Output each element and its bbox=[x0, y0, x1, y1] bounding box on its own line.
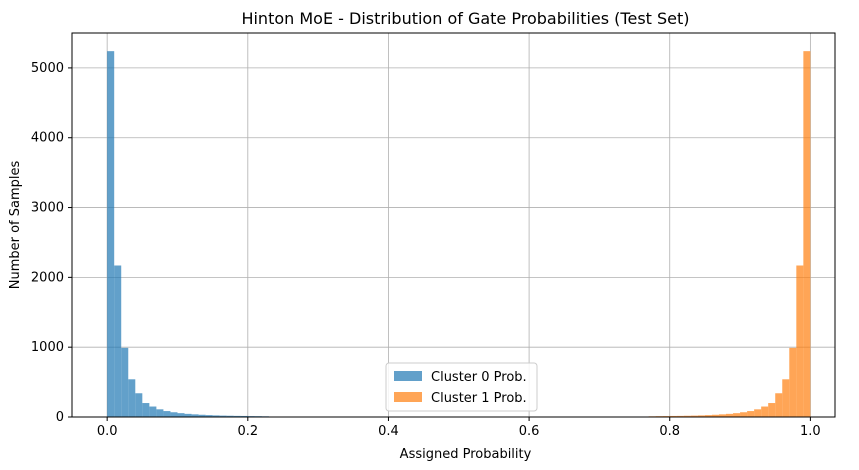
bar-cluster-1 bbox=[796, 265, 804, 417]
x-tick-label: 1.0 bbox=[800, 424, 821, 439]
bar-cluster-1 bbox=[690, 415, 698, 417]
legend-label-cluster-0: Cluster 0 Prob. bbox=[431, 370, 527, 385]
chart-title: Hinton MoE - Distribution of Gate Probab… bbox=[241, 9, 689, 28]
y-axis-label: Number of Samples bbox=[8, 161, 23, 290]
y-tick-label: 0 bbox=[56, 410, 64, 425]
bar-cluster-1 bbox=[669, 415, 677, 417]
bar-cluster-1 bbox=[704, 415, 712, 417]
y-tick-label: 4000 bbox=[31, 131, 64, 146]
bar-cluster-0 bbox=[191, 414, 199, 417]
x-tick-label: 0.2 bbox=[237, 424, 258, 439]
bar-cluster-1 bbox=[711, 414, 719, 417]
bar-cluster-1 bbox=[775, 393, 783, 417]
x-axis-label: Assigned Probability bbox=[400, 447, 532, 462]
legend: Cluster 0 Prob. Cluster 1 Prob. bbox=[385, 362, 538, 412]
y-tick-label: 1000 bbox=[31, 340, 64, 355]
bar-cluster-0 bbox=[240, 415, 248, 417]
bar-cluster-0 bbox=[135, 393, 143, 417]
bar-cluster-1 bbox=[718, 414, 726, 417]
bar-cluster-1 bbox=[789, 347, 797, 417]
bar-cluster-1 bbox=[768, 403, 776, 417]
bar-cluster-1 bbox=[676, 415, 684, 417]
bar-cluster-0 bbox=[219, 415, 227, 417]
bar-cluster-0 bbox=[212, 415, 220, 417]
bar-cluster-1 bbox=[733, 413, 741, 417]
bar-cluster-1 bbox=[683, 415, 691, 417]
bar-cluster-0 bbox=[177, 413, 185, 417]
bar-cluster-0 bbox=[226, 415, 234, 417]
bar-cluster-1 bbox=[726, 413, 734, 417]
bar-cluster-0 bbox=[142, 403, 150, 417]
bar-cluster-0 bbox=[233, 415, 241, 417]
bar-cluster-1 bbox=[747, 411, 755, 417]
x-tick-label: 0.4 bbox=[378, 424, 399, 439]
bar-cluster-0 bbox=[128, 379, 136, 417]
bar-cluster-1 bbox=[754, 409, 762, 417]
plot-frame bbox=[71, 32, 836, 418]
bar-cluster-0 bbox=[184, 413, 192, 417]
bar-cluster-0 bbox=[149, 406, 157, 417]
bar-cluster-1 bbox=[782, 379, 790, 417]
histogram-bars bbox=[107, 51, 811, 417]
x-tick-label: 0.8 bbox=[659, 424, 680, 439]
bar-cluster-1 bbox=[740, 412, 748, 417]
bar-cluster-0 bbox=[107, 51, 115, 417]
x-tick-label: 0.6 bbox=[519, 424, 540, 439]
axis-ticks: 0.0 0.2 0.4 0.6 0.8 1.0 0 1000 2000 3000 4000 5000 bbox=[31, 61, 821, 439]
legend-box bbox=[385, 362, 538, 412]
grid-lines bbox=[72, 33, 835, 418]
bar-cluster-0 bbox=[156, 409, 164, 417]
bar-cluster-0 bbox=[205, 415, 213, 417]
y-tick-label: 2000 bbox=[31, 270, 64, 285]
bar-cluster-0 bbox=[114, 265, 122, 417]
y-tick-label: 3000 bbox=[31, 201, 64, 216]
bar-cluster-0 bbox=[198, 414, 206, 417]
legend-swatch-cluster-1 bbox=[394, 392, 422, 402]
bar-cluster-1 bbox=[803, 51, 811, 417]
bar-cluster-0 bbox=[163, 411, 171, 417]
bar-cluster-1 bbox=[697, 415, 705, 417]
bar-cluster-0 bbox=[170, 412, 178, 417]
y-tick-label: 5000 bbox=[31, 61, 64, 76]
bar-cluster-0 bbox=[121, 347, 129, 417]
legend-swatch-cluster-0 bbox=[394, 371, 422, 381]
legend-label-cluster-1: Cluster 1 Prob. bbox=[431, 391, 527, 406]
bar-cluster-1 bbox=[761, 406, 769, 417]
x-tick-label: 0.0 bbox=[97, 424, 118, 439]
